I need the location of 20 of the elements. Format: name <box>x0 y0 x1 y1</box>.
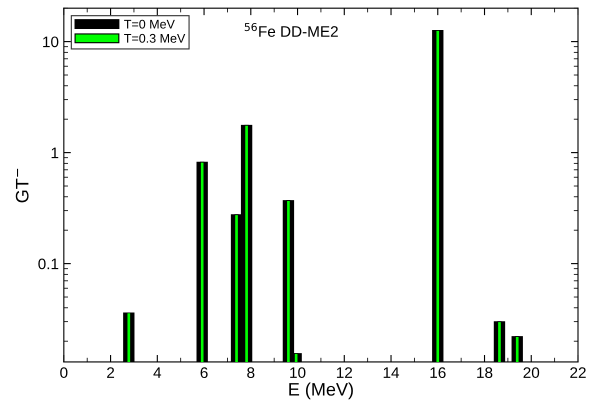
x-tick-label: 18 <box>477 367 492 378</box>
y-axis-title: GT$^{−}$ <box>16 168 29 202</box>
x-tick-label: 20 <box>524 367 540 378</box>
legend-label: T=0.3 MeV <box>124 34 186 43</box>
x-tick-label: 8 <box>247 367 254 378</box>
x-tick-label: 12 <box>336 367 352 378</box>
x-tick-label: 22 <box>570 367 586 378</box>
x-axis-title: E (MeV) <box>289 382 353 400</box>
x-tick-label: 16 <box>430 367 446 378</box>
legend-label: T=0 MeV <box>124 20 175 29</box>
x-tick-label: 2 <box>107 367 114 378</box>
x-tick-label: 10 <box>290 367 306 378</box>
x-tick-label: 6 <box>200 367 208 378</box>
y-tick-label: 1 <box>52 148 58 158</box>
x-tick-label: 4 <box>153 367 162 378</box>
y-tick-label: 10 <box>43 36 58 48</box>
x-tick-label: 0 <box>60 367 68 378</box>
x-tick-label: 14 <box>384 367 400 378</box>
annotation: $^{56}$Fe DD-ME2 <box>244 22 338 37</box>
y-tick-label: 0.1 <box>38 258 58 270</box>
